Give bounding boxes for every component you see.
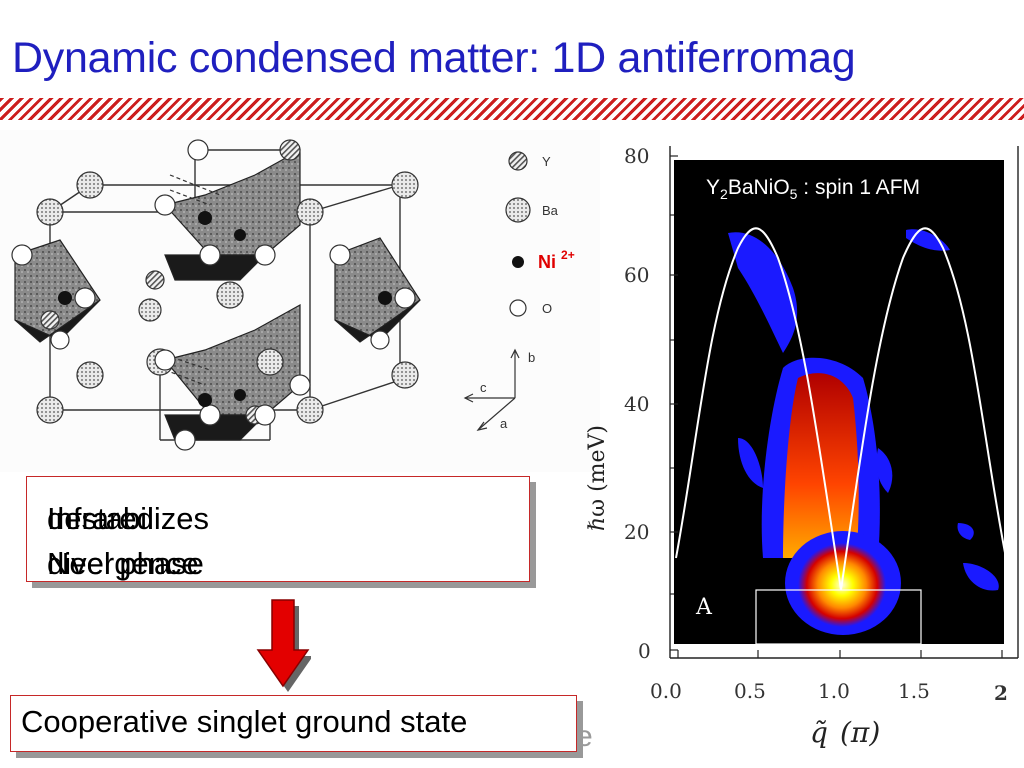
xtick-0.0: 0.0 [650,679,682,703]
axis-b-label: b [528,350,535,365]
box1-line2: destabilizes Neel phase [47,501,209,581]
legend-o: O [542,301,552,316]
axis-c-label: c [480,380,487,395]
ytick-0: 0 [638,639,651,663]
panel-label-a: A [695,595,713,620]
integration-region-box [755,589,922,645]
legend-y: Y [542,154,551,169]
ytick-80: 80 [624,144,649,168]
faded-text-fragment: e [576,720,593,753]
slide-title: Dynamic condensed matter: 1D antiferroma… [12,34,856,82]
x-axis-q-label: q̃ [810,716,828,749]
title-divider-hatch [0,98,1024,120]
crystal-legend: Y Ba O [505,151,559,317]
xtick-2: 2 [994,681,1008,705]
infrared-divergence-box: Infrared divergence destabilizes Neel pha… [26,476,530,582]
x-axis-unit-label: (π) [840,716,880,749]
plot-axes [669,146,1019,659]
crystal-structure-figure: Y Ba O b c a [0,130,600,472]
compound-label: Y2BaNiO5 : spin 1 AFM [706,176,920,202]
ytick-40: 40 [624,392,649,416]
ytick-20: 20 [624,520,649,544]
xtick-1.0: 1.0 [818,679,850,703]
y-axis-label: ℏω (meV) [585,425,610,531]
down-arrow-icon [256,599,311,692]
xtick-0.5: 0.5 [734,679,766,703]
ytick-60: 60 [624,263,649,287]
xtick-1.5: 1.5 [898,679,930,703]
legend-ba: Ba [542,203,559,218]
axis-a-label: a [500,416,508,431]
ni-ion-label: Ni 2+ [538,248,575,272]
inelastic-neutron-spectrum-plot: 80 60 40 20 0 0.0 0.5 1.0 1.5 2 ℏω (meV)… [585,144,1019,749]
singlet-ground-state-box: Cooperative singlet ground state [10,695,577,752]
box1-line1: Infrared divergence [47,501,199,581]
